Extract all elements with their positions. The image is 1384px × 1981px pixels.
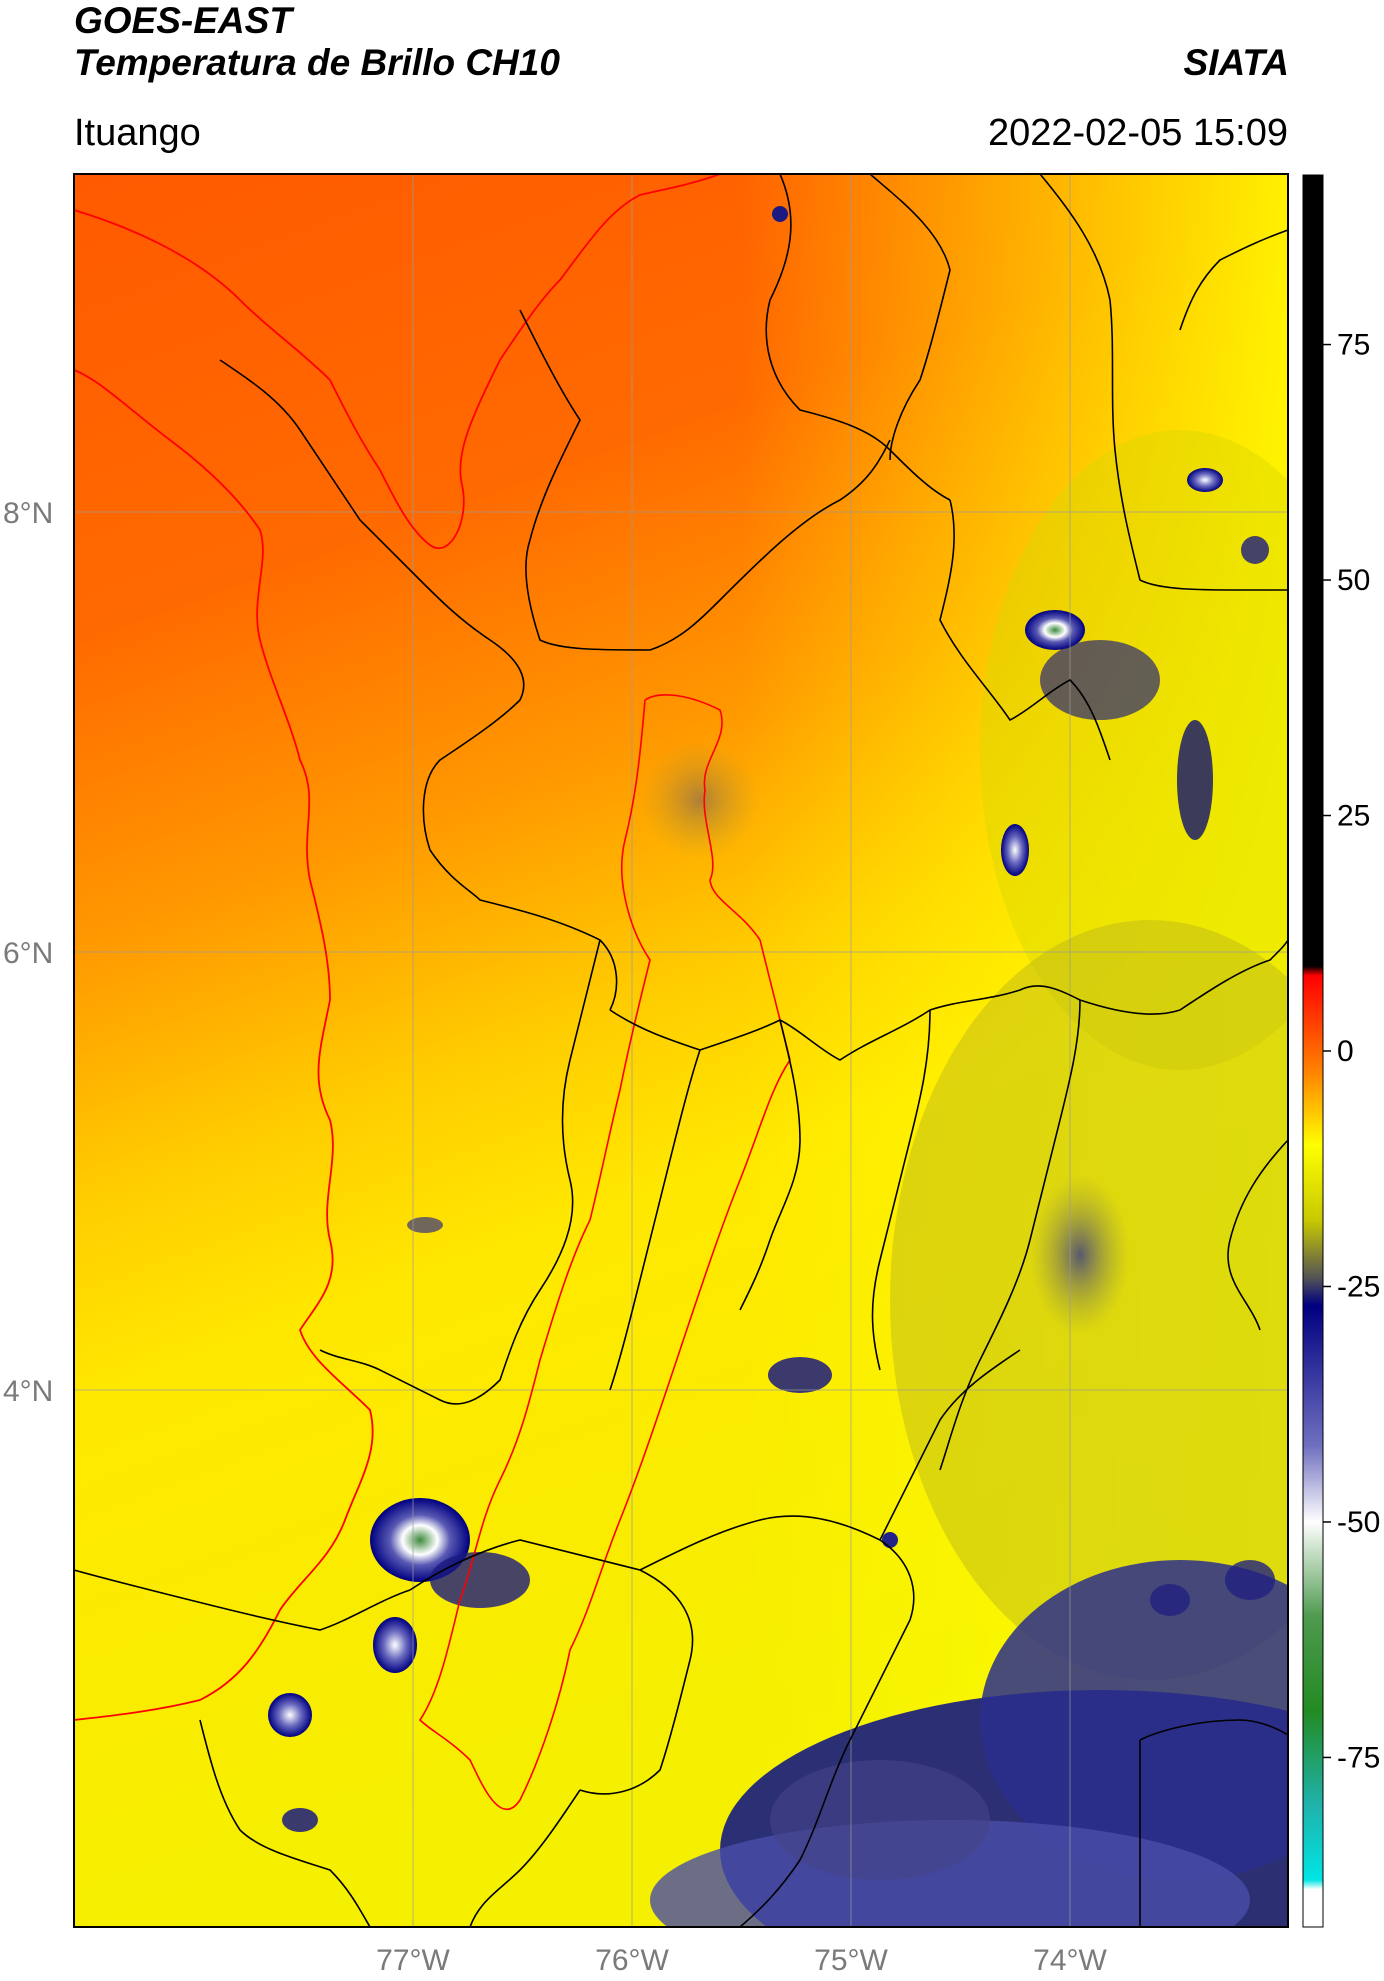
lon-tick-75w: 75°W [814, 1944, 888, 1977]
lat-tick-4n: 4°N [3, 1375, 53, 1408]
colorbar-tick-label: -75 [1337, 1741, 1380, 1774]
lon-tick-76w: 76°W [595, 1944, 669, 1977]
longitude-labels: 77°W 76°W 75°W 74°W [376, 1944, 1107, 1977]
lat-tick-6n: 6°N [3, 937, 53, 970]
timestamp-label: 2022-02-05 15:09 [987, 112, 1288, 154]
colorbar-scale [1302, 174, 1324, 1928]
colorbar-tick-label: -50 [1337, 1506, 1380, 1539]
convective-cell [268, 1693, 312, 1737]
colorbar-tick-label: 25 [1337, 800, 1370, 833]
latitude-labels: 8°N 6°N 4°N [3, 497, 53, 1408]
graticule [74, 174, 1288, 1927]
coastline [74, 174, 721, 1721]
convective-cell [373, 1617, 417, 1673]
brand-label: SIATA [1183, 42, 1289, 83]
colorbar-tick-label: 75 [1337, 329, 1370, 362]
administrative-borders [74, 174, 1288, 1927]
colorbar-ticks: 75 50 25 0 -25 -50 -75 [1323, 329, 1380, 1774]
convective-cell [1001, 824, 1029, 876]
map-frame [73, 173, 1289, 1928]
brightness-temperature-field [74, 174, 1288, 1927]
colorbar-tick-label: -25 [1337, 1270, 1380, 1303]
lon-tick-77w: 77°W [376, 1944, 450, 1977]
location-label: Ituango [74, 112, 201, 154]
lon-tick-74w: 74°W [1033, 1944, 1107, 1977]
colorbar-tick-label: 0 [1337, 1035, 1354, 1068]
colorbar-tick-label: 50 [1337, 564, 1370, 597]
colorbar: 75 50 25 0 -25 -50 -75 [1302, 174, 1380, 1928]
lat-tick-8n: 8°N [3, 497, 53, 530]
title-product: Temperatura de Brillo CH10 [74, 42, 560, 83]
watershed-boundary [418, 694, 791, 1810]
title-satellite: GOES-EAST [74, 0, 292, 41]
convective-cell [1187, 468, 1223, 492]
